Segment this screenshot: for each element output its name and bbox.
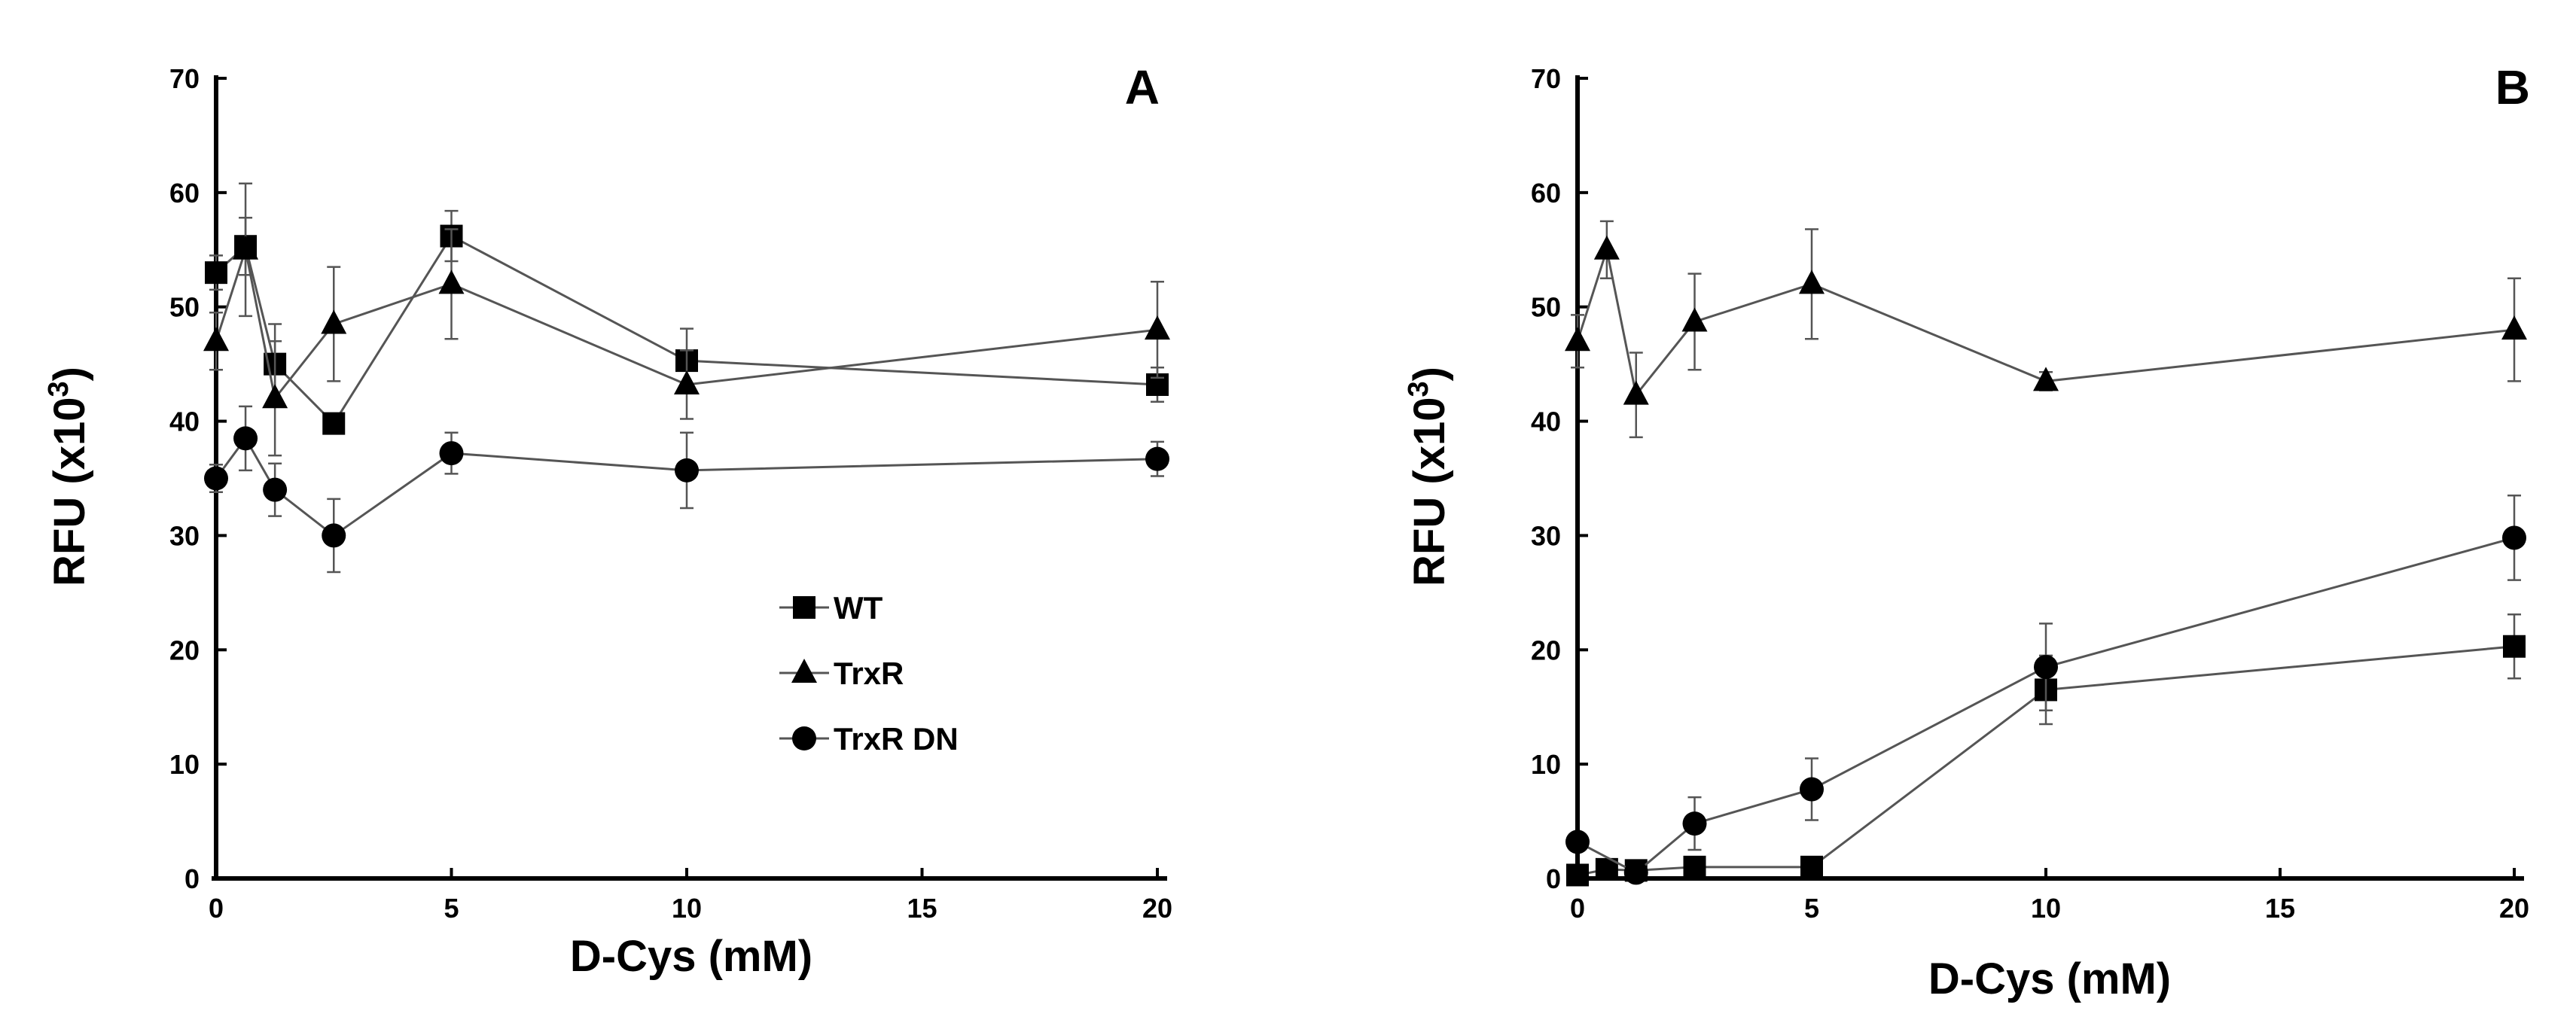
panel-a-plot-area [203,182,1170,574]
panel-a-series-trxr [203,182,1170,457]
panel-a-y-axis-title-main: RFU (x10 [45,397,94,586]
panel-a-x-tick-label-5: 5 [444,893,459,924]
panel-a-y-tick-label-10: 10 [169,749,200,780]
legend-marker-trxr [791,659,817,683]
legend-item-trxr: TrxR [779,656,904,691]
panel-a-series-trxr-dn-point [675,458,699,483]
panel-b-y-axis-title: RFU (x103) [1403,367,1454,586]
legend: WT TrxR TrxR DN [779,590,959,757]
legend-item-trxr-dn: TrxR DN [779,721,959,757]
panel-b-series-trxr-point [2033,367,2059,391]
panel-a: 0 10 20 30 40 50 60 70 0 5 10 15 20 A D-Cys (mM) RFU… [43,60,1172,981]
panel-b-y-axis-title-close: ) [1405,367,1454,381]
panel-a-y-axis-title-sup: 3 [43,381,75,397]
panel-b-series-trxr-dn-point [2034,655,2058,680]
panel-b-series-wt-point [1683,855,1706,878]
panel-a-y-tick-label-40: 40 [169,406,200,437]
panel-b-y-tick-label-0: 0 [1546,863,1561,894]
panel-b-x-tick-label-5: 5 [1804,893,1819,924]
panel-b-series-trxr-dn-point [1800,777,1824,802]
panel-a-series-trxr-dn-point [233,426,258,451]
panel-b-series-wt-point [1566,863,1589,887]
panel-b-y-tick-label-20: 20 [1531,635,1561,665]
panel-b-series-trxr-point [1623,380,1649,405]
panel-a-x-tick-label-20: 20 [1142,893,1172,924]
panel-b-y-axis-title-sup: 3 [1403,381,1434,397]
panel-a-series-trxr-dn-point [439,441,464,466]
panel-a-x-tick-label-0: 0 [209,893,224,924]
panel-a-y-tick-label-70: 70 [169,63,200,94]
panel-a-series-trxr-dn-point [1145,446,1169,471]
panel-b-y-tick-label-40: 40 [1531,406,1561,437]
panel-a-x-tick-label-10: 10 [672,893,702,924]
panel-a-series-trxr-point [1145,315,1170,340]
legend-label-trxr: TrxR [834,656,904,691]
legend-marker-trxr-dn [792,726,816,750]
panel-a-series-trxr-dn-point [263,477,288,502]
panel-b-series-wt-point [1800,855,1823,878]
panel-b-series-trxr [1565,220,2527,439]
panel-a-series-trxr-point [233,235,259,260]
panel-b-y-tick-label-60: 60 [1531,178,1561,209]
panel-b-x-tick-label-10: 10 [2031,893,2061,924]
panel-a-y-tick-label-0: 0 [184,863,200,894]
panel-a-y-tick-label-60: 60 [169,178,200,209]
panel-a-series-trxr-point [674,370,700,394]
panel-a-x-axis-title: D-Cys (mM) [570,932,812,981]
panel-a-ticks: 0 10 20 30 40 50 60 70 0 5 10 15 20 [169,63,1172,924]
legend-label-wt: WT [834,590,883,626]
panel-a-series-wt-point [322,412,346,435]
panel-b-ticks: 0 10 20 30 40 50 60 70 0 5 10 15 20 [1531,63,2529,924]
legend-item-wt: WT [779,590,883,626]
panel-b-y-tick-label-70: 70 [1531,63,1561,94]
panel-a-series-trxr-point [321,309,347,334]
legend-marker-wt [793,596,815,619]
panel-a-y-tick-label-50: 50 [169,292,200,323]
panel-b-series-trxr-dn-point [1682,811,1707,836]
panel-b-series-trxr-dn-point [1565,830,1590,854]
panel-a-series-trxr-dn-point [204,466,228,491]
panel-b-x-tick-label-20: 20 [2499,893,2529,924]
panel-b-y-tick-label-30: 30 [1531,520,1561,551]
panel-b-x-tick-label-0: 0 [1570,893,1585,924]
panel-b-series-trxr-point [1593,235,1620,260]
panel-a-series-trxr-dn [204,405,1169,574]
panel-a-series-trxr-point [262,384,288,409]
panel-a-label: A [1125,60,1160,114]
panel-b-series-trxr-dn-point [2502,525,2526,550]
panel-a-y-axis-title: RFU (x103) [43,367,94,586]
panel-a-y-axis-title-close: ) [45,367,94,381]
panel-a-y-tick-label-20: 20 [169,635,200,665]
panel-a-series-trxr-point [203,327,229,352]
panel-b-series-wt-point [2503,635,2526,658]
panel-b-y-axis-title-main: RFU (x10 [1405,397,1454,586]
panel-a-series-wt-point [205,261,227,285]
panel-b-label: B [2495,60,2530,114]
panel-b-x-tick-label-15: 15 [2265,893,2295,924]
panel-b-series-trxr-dn-point [1623,860,1648,885]
panel-b-y-tick-label-50: 50 [1531,292,1561,323]
panel-b-y-tick-label-10: 10 [1531,749,1561,780]
panel-b-plot-area [1565,220,2527,887]
panel-b-series-trxr-point [1799,269,1825,294]
panel-b-series-trxr-point [1565,327,1590,352]
panel-b-x-axis-title: D-Cys (mM) [1928,954,2171,1003]
panel-b: 0 10 20 30 40 50 60 70 0 5 10 15 20 B D-Cys (mM) RFU… [1403,60,2530,1003]
panel-b-series-trxr-point [1681,307,1708,332]
panel-a-y-tick-label-30: 30 [169,520,200,551]
panel-a-x-tick-label-15: 15 [907,893,937,924]
panel-a-series-trxr-dn-point [322,523,346,548]
panel-b-series-trxr-point [2501,315,2527,340]
legend-label-trxr-dn: TrxR DN [834,721,959,757]
panel-a-series-trxr-point [438,269,465,294]
panel-b-series-trxr-dn [1565,495,2526,885]
